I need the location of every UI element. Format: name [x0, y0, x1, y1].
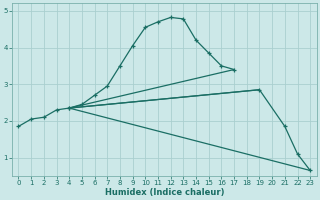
X-axis label: Humidex (Indice chaleur): Humidex (Indice chaleur): [105, 188, 224, 197]
